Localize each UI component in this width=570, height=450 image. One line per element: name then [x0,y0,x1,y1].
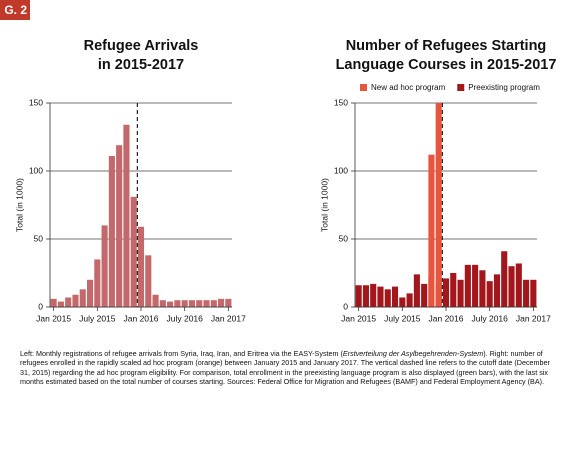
bar [181,300,188,307]
bar [399,297,406,307]
bar [50,298,57,307]
bar [203,300,210,307]
bar [86,279,94,307]
bar [370,283,377,307]
bar [159,300,166,307]
legend-label: Preexisting program [468,83,540,92]
bar [188,300,196,307]
bar [421,283,428,307]
y-axis-label: Total (in 1000) [14,178,24,232]
bar [515,263,522,307]
bar [101,225,108,307]
bar [210,300,217,307]
bar [79,289,86,307]
y-axis-label: Total (in 1000) [319,178,329,232]
y-tick-label: 100 [334,165,348,175]
bar [530,279,537,307]
x-tick-label: Jan 2016 [429,313,464,323]
chart-title: Number of Refugees Starting Language Cour… [336,38,557,73]
bar [413,274,420,307]
bar [362,285,369,307]
bar [65,297,72,307]
x-tick-label: July 2016 [166,313,203,323]
x-tick-label: Jan 2015 [36,313,71,323]
caption-text: Left: Monthly registrations of refugee a… [20,349,343,358]
legend-swatch [457,84,465,91]
bar [377,286,384,307]
bar [406,293,413,307]
bar [479,270,486,307]
bar [355,285,362,307]
chart-title: Refugee Arrivals in 2015-2017 [84,38,199,73]
caption-text: ). Right: number of refugees enrolled in… [20,349,550,387]
bar [167,301,174,307]
bar [94,259,101,307]
legend-label: New ad hoc program [371,83,446,92]
bar [152,294,159,307]
bar [72,294,79,307]
x-tick-label: Jan 2016 [124,313,159,323]
y-tick-label: 50 [339,233,349,243]
y-tick-label: 100 [29,165,43,175]
y-tick-label: 150 [334,97,348,107]
bar [501,251,508,307]
bar [508,266,515,307]
bar [391,286,399,307]
bar [218,298,225,307]
bar [442,278,450,307]
bar [472,264,479,307]
x-tick-label: Jan 2015 [341,313,376,323]
caption-italic: Erstverteilung der Asylbegehrenden-Syste… [342,349,484,358]
bar [384,289,391,307]
x-tick-label: July 2016 [471,313,508,323]
x-tick-label: Jan 2017 [516,313,551,323]
y-tick-label: 0 [38,301,43,311]
charts: Refugee Arrivals in 2015-2017 Total (in 10… [14,38,557,323]
legend-swatch [360,84,367,91]
bar [145,255,152,307]
y-tick-label: 150 [29,97,43,107]
bar [457,279,464,307]
bar [137,226,145,307]
bar [493,274,501,307]
y-tick-label: 50 [34,233,44,243]
bar [196,300,203,307]
bar [174,300,181,307]
bar [464,264,471,307]
x-tick-label: July 2015 [384,313,421,323]
y-tick-label: 0 [343,301,348,311]
bar [435,103,442,307]
bar [523,279,530,307]
bar [116,145,123,307]
figure-label: G. 2 [0,0,30,20]
caption: Left: Monthly registrations of refugee a… [20,349,550,387]
bar [225,298,232,307]
bar [57,301,64,307]
bar [450,273,457,307]
bar [428,154,435,307]
bar [486,281,493,307]
bar [123,124,130,307]
x-tick-label: Jan 2017 [211,313,246,323]
x-tick-label: July 2015 [79,313,116,323]
bar [108,156,115,307]
bar [130,196,137,307]
